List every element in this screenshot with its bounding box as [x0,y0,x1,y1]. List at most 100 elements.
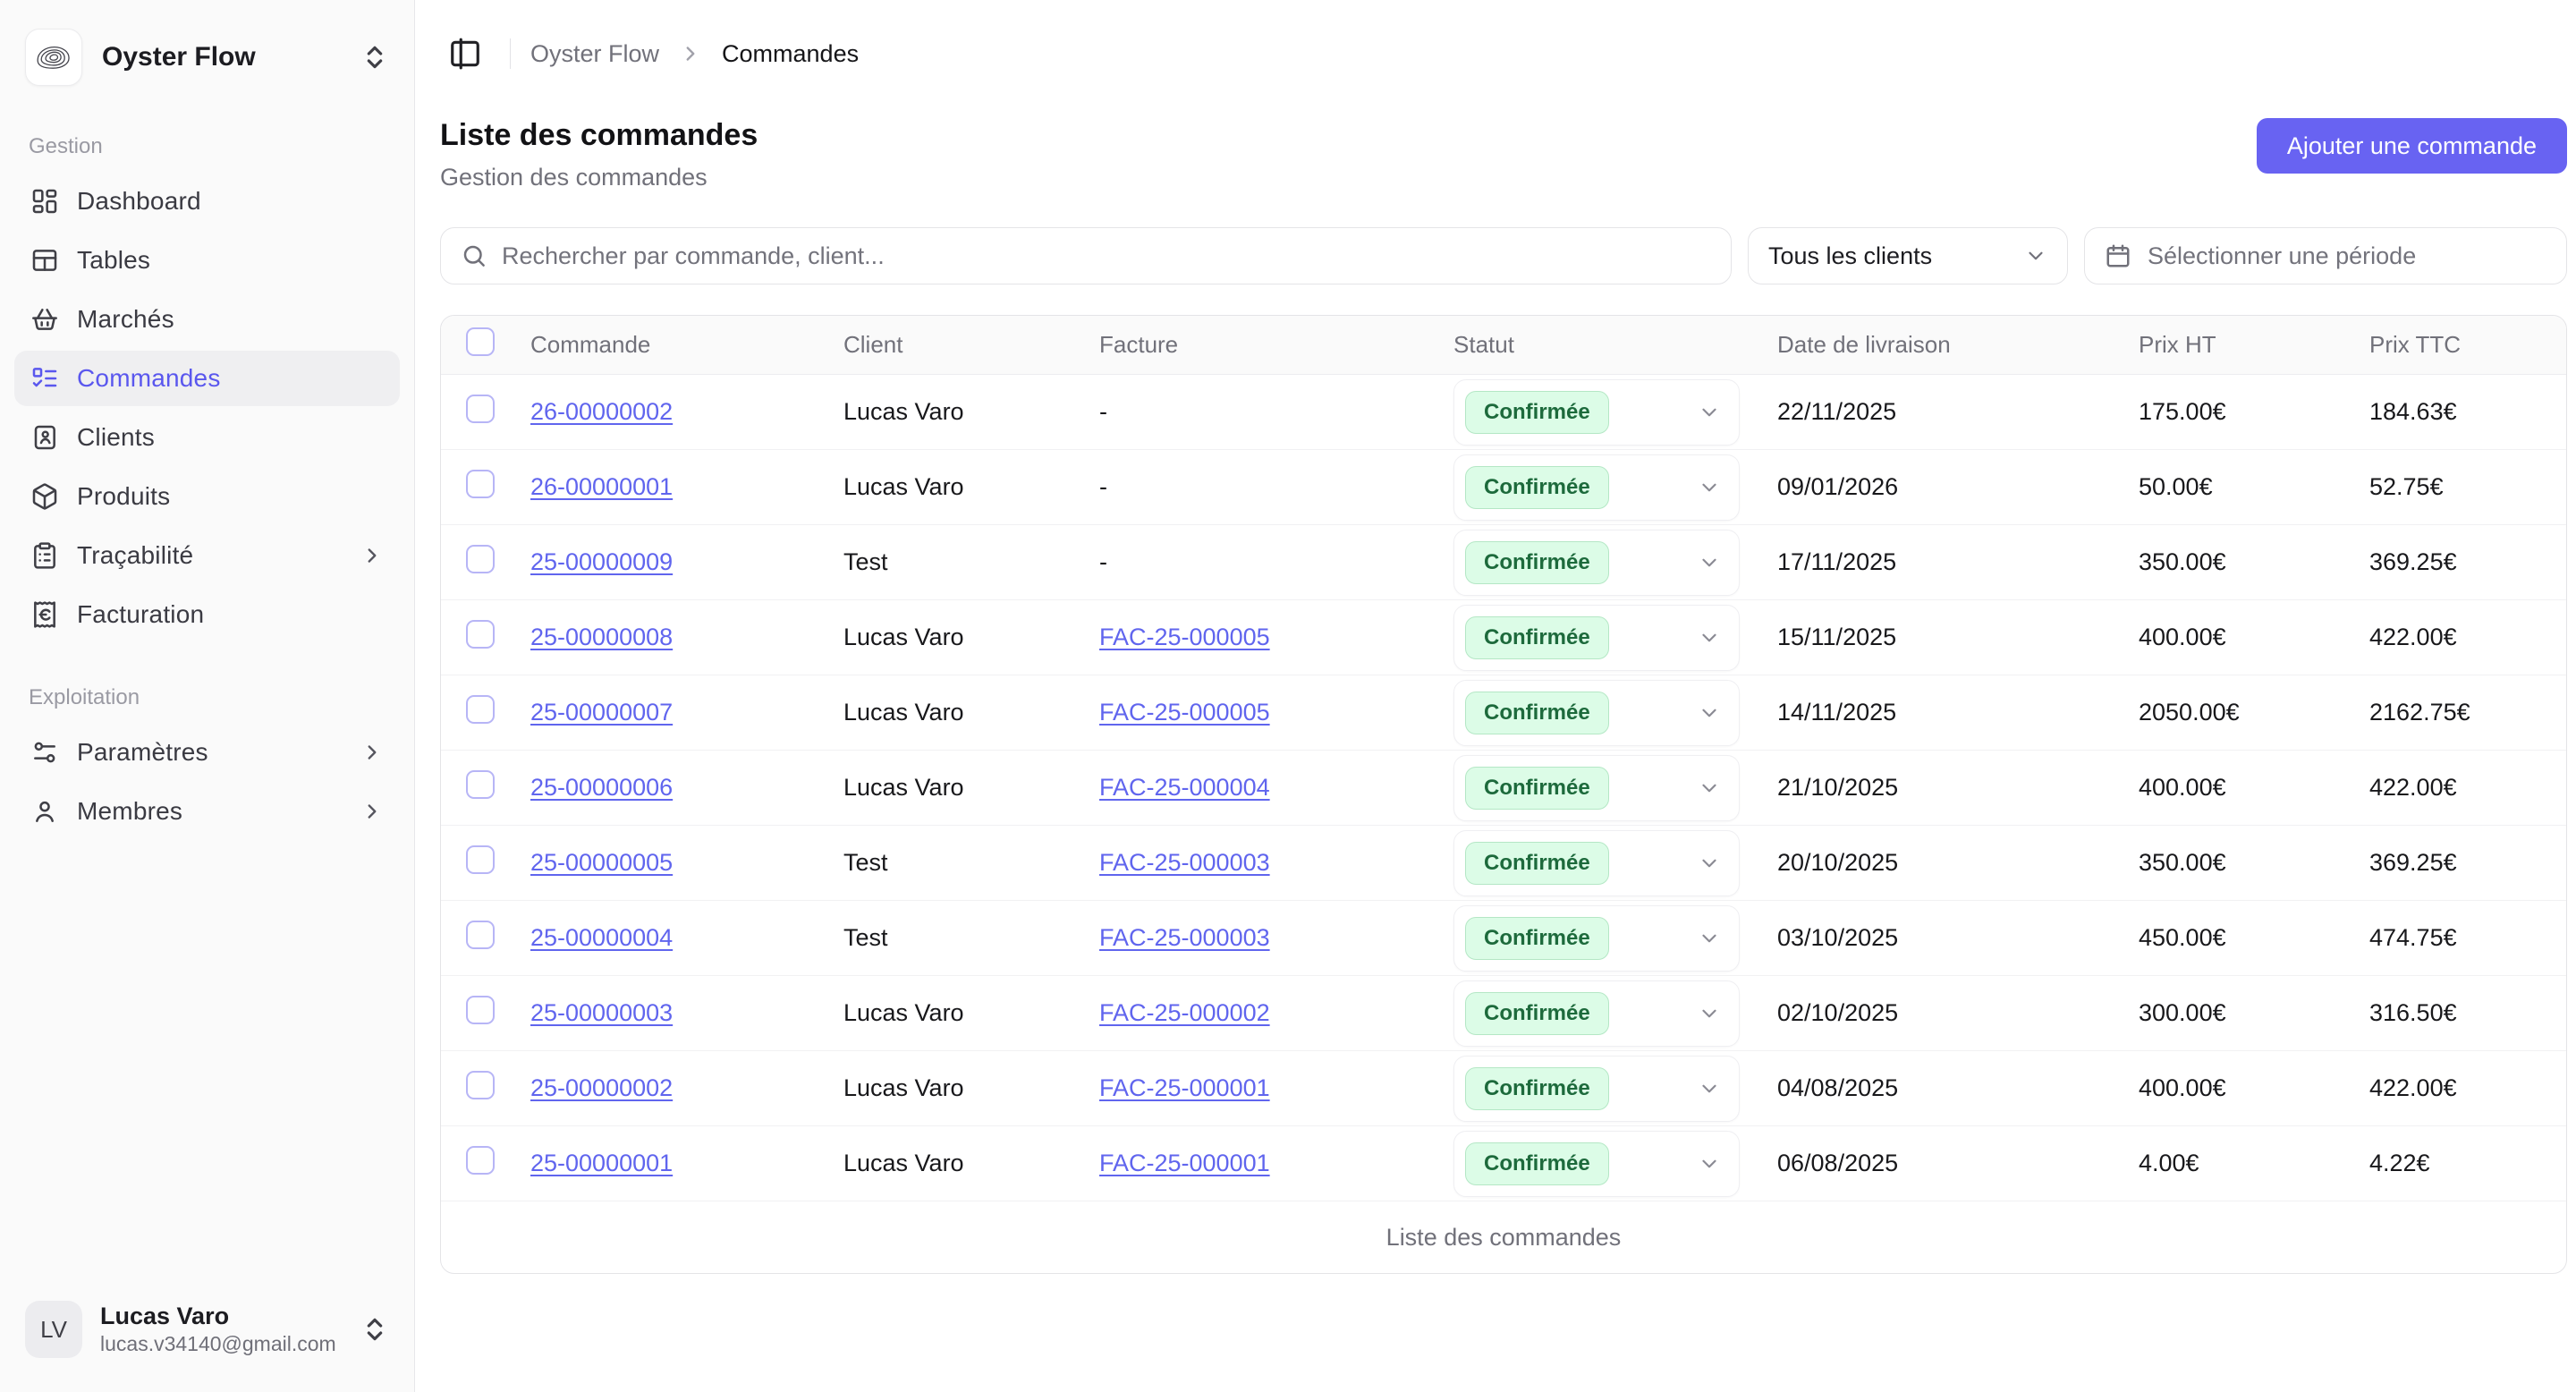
user-menu[interactable]: LV Lucas Varo lucas.v34140@gmail.com [14,1292,400,1367]
invoice-link[interactable]: FAC-25-000005 [1099,624,1270,650]
list-todo-icon [32,368,57,387]
price-ht: 350.00€ [2139,849,2226,876]
main-content: Oyster Flow Commandes Liste des commande… [415,0,2576,1274]
status-badge: Confirmée [1465,390,1609,434]
sidebar-item-dashboard[interactable]: Dashboard [14,174,400,229]
status-badge: Confirmée [1465,841,1609,885]
sidebar-item-tables[interactable]: Tables [14,233,400,288]
delivery-date: 09/01/2026 [1777,473,1899,500]
period-filter-button[interactable]: Sélectionner une période [2084,227,2567,284]
order-number-link[interactable]: 26-00000002 [530,398,674,425]
row-checkbox[interactable] [466,770,495,799]
sidebar-item-membres[interactable]: Membres [14,784,400,839]
row-checkbox[interactable] [466,1071,495,1099]
section-label-exploitation: Exploitation [29,685,140,709]
chevron-right-icon [686,47,695,61]
period-filter-label: Sélectionner une période [2148,242,2417,269]
row-checkbox[interactable] [466,845,495,874]
invoice-link[interactable]: FAC-25-000003 [1099,849,1270,876]
select-all-checkbox[interactable] [466,327,495,356]
chevron-down-icon [1702,483,1716,491]
sidebar-item-produits[interactable]: Produits [14,469,400,524]
delivery-date: 15/11/2025 [1777,624,1897,650]
row-checkbox[interactable] [466,620,495,649]
client-filter-select[interactable]: Tous les clients [1748,227,2068,284]
order-number-link[interactable]: 25-00000005 [530,849,674,876]
status-select[interactable]: Confirmée [1453,679,1740,746]
basket-icon [32,309,57,330]
price-ttc: 369.25€ [2369,548,2457,575]
table-icon [32,250,57,271]
price-ht: 175.00€ [2139,398,2226,425]
search-input[interactable] [502,242,1711,270]
status-badge: Confirmée [1465,1066,1609,1110]
status-select[interactable]: Confirmée [1453,454,1740,521]
sidebar-item-facturation[interactable]: Facturation [14,587,400,642]
status-select[interactable]: Confirmée [1453,980,1740,1047]
invoice-link[interactable]: FAC-25-000004 [1099,774,1270,801]
sidebar-item-clients[interactable]: Clients [14,410,400,465]
breadcrumb-root[interactable]: Oyster Flow [530,39,660,67]
sidebar-item-marches[interactable]: Marchés [14,292,400,347]
row-checkbox[interactable] [466,395,495,423]
row-checkbox[interactable] [466,695,495,724]
row-checkbox[interactable] [466,921,495,949]
status-select[interactable]: Confirmée [1453,1130,1740,1197]
sidebar-toggle-button[interactable] [440,29,490,79]
price-ht: 400.00€ [2139,1074,2226,1101]
add-order-button[interactable]: Ajouter une commande [2256,118,2567,174]
status-badge: Confirmée [1465,766,1609,810]
clipboard-list-icon [34,542,55,569]
client-name: Lucas Varo [843,398,964,425]
status-select[interactable]: Confirmée [1453,754,1740,821]
org-switcher[interactable]: Oyster Flow [14,21,400,93]
order-number-link[interactable]: 25-00000006 [530,774,674,801]
row-checkbox[interactable] [466,1146,495,1175]
invoice-link[interactable]: FAC-25-000001 [1099,1074,1270,1101]
order-number-link[interactable]: 25-00000004 [530,924,674,951]
chevron-down-icon [1702,408,1716,416]
client-name: Test [843,849,888,876]
order-number-link[interactable]: 25-00000001 [530,1150,674,1176]
invoice-link[interactable]: FAC-25-000002 [1099,999,1270,1026]
sidebar-item-tracabilite[interactable]: Traçabilité [14,528,400,583]
order-number-link[interactable]: 25-00000003 [530,999,674,1026]
invoice-link[interactable]: FAC-25-000003 [1099,924,1270,951]
order-number-link[interactable]: 25-00000002 [530,1074,674,1101]
row-checkbox[interactable] [466,545,495,573]
status-select[interactable]: Confirmée [1453,604,1740,671]
chevron-down-icon [1702,1084,1716,1092]
table-row: 26-00000002 Lucas Varo - Confirmée 22/11… [441,375,2566,450]
order-number-link[interactable]: 25-00000007 [530,699,674,726]
row-checkbox[interactable] [466,996,495,1024]
price-ht: 2050.00€ [2139,699,2240,726]
delivery-date: 22/11/2025 [1777,398,1897,425]
order-number-link[interactable]: 25-00000009 [530,548,674,575]
delivery-date: 20/10/2025 [1777,849,1899,876]
status-badge: Confirmée [1465,540,1609,584]
invoice-link[interactable]: FAC-25-000001 [1099,1150,1270,1176]
column-header-prix-ttc: Prix TTC [2369,331,2462,358]
row-checkbox[interactable] [466,470,495,498]
chevron-right-icon [368,804,377,819]
invoice-link[interactable]: FAC-25-000005 [1099,699,1270,726]
status-select[interactable]: Confirmée [1453,1055,1740,1122]
breadcrumb-current: Commandes [722,39,860,67]
price-ttc: 316.50€ [2369,999,2457,1026]
sidebar-item-parametres[interactable]: Paramètres [14,725,400,780]
order-number-link[interactable]: 25-00000008 [530,624,674,650]
status-select[interactable]: Confirmée [1453,378,1740,446]
sidebar-item-commandes[interactable]: Commandes [14,351,400,406]
book-user-icon [34,425,55,450]
price-ttc: 369.25€ [2369,849,2457,876]
status-select[interactable]: Confirmée [1453,829,1740,896]
status-select[interactable]: Confirmée [1453,529,1740,596]
client-filter-value: Tous les clients [1768,242,1933,269]
client-name: Lucas Varo [843,1150,964,1176]
order-number-link[interactable]: 26-00000001 [530,473,674,500]
toolbar: Tous les clients Sélectionner une périod… [440,227,2567,284]
column-header-facture: Facture [1099,331,1179,358]
status-select[interactable]: Confirmée [1453,904,1740,972]
user-icon [36,801,54,822]
status-badge: Confirmée [1465,465,1609,509]
